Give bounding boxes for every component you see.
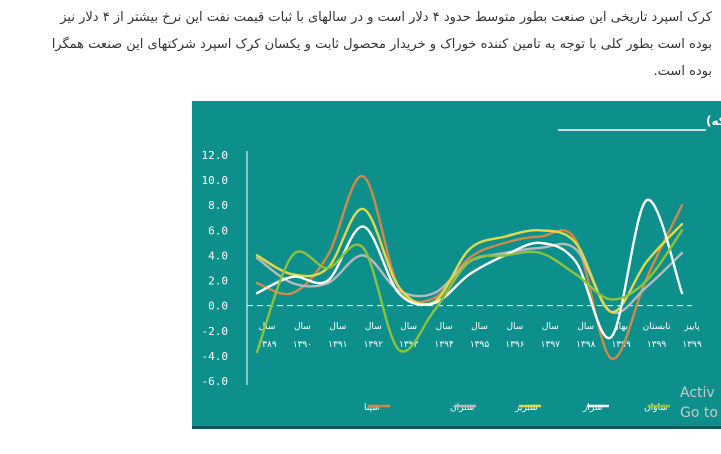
chart-card: کرک اسپرد(دلار بر بشکه) 12.0 10.0 8.0 6.0 4.0… [192,101,721,429]
legend-label: شبریز [514,403,538,413]
x-tick-label-bottom: ۱۳۹۹ [647,340,667,350]
y-tick-label: 10.0 [202,174,229,187]
y-tick-label: 8.0 [208,199,228,212]
x-tick-label-bottom: ۱۳۸۹ [257,340,277,350]
y-tick-label: 2.0 [208,275,228,288]
y-tick-label: 12.0 [202,149,229,162]
x-tick-label-top: سال [365,322,382,332]
x-tick-label-bottom: ۱۳۹۳ [399,340,419,350]
watermark-line: Go to [680,405,718,421]
x-tick-label-top: سال [436,322,453,332]
x-tick-label-bottom: ۱۳۹۹ [682,340,702,350]
series-line [255,229,684,354]
x-tick-label-bottom: ۱۳۹۷ [541,340,561,350]
x-tick-label-top: سال [507,322,524,332]
x-tick-label-top: تابستان [643,322,671,332]
y-tick-label: -6.0 [202,375,229,388]
chart-title: کرک اسپرد(دلار بر بشکه) [706,114,721,128]
article-line: کرک اسپرد تاریخی این صنعت بطور متوسط حدو… [60,10,712,25]
x-tick-label-top: سال [329,322,346,332]
x-tick-label-top: پاییز [683,322,700,332]
article-line: بوده است بطور کلی با توجه به تامین کننده… [51,37,712,52]
x-tick-label-top: سال [400,322,417,332]
x-tick-label-bottom: ۱۳۹۴ [434,340,454,350]
x-tick-label-bottom: ۱۳۹۰ [293,340,312,350]
chart-svg: کرک اسپرد(دلار بر بشکه) 12.0 10.0 8.0 6.0 4.0… [202,114,721,413]
legend-label: شتران [450,403,474,413]
x-tick-label-bottom: ۱۳۹۹ [611,340,631,350]
y-tick-label: 0.0 [208,300,228,313]
watermark-line: Activ [680,385,715,401]
x-tick-label-top: بهار [613,322,628,332]
legend-label: شاوان [644,403,668,413]
x-tick-label-bottom: ۱۳۹۸ [576,340,596,350]
x-tick-label-bottom: ۱۳۹۵ [470,340,490,350]
article-line: بوده است. [653,64,712,79]
x-tick-label-bottom: ۱۳۹۶ [505,340,525,350]
y-tick-label: -2.0 [202,325,229,338]
series-line [255,198,684,340]
legend-label: شپنا [364,403,380,413]
x-tick-label-bottom: ۱۳۹۱ [328,340,347,350]
x-tick-label-bottom: ۱۳۹۲ [364,340,384,350]
y-tick-label: 6.0 [208,224,228,237]
series-line [255,175,684,360]
series-line [255,242,684,315]
y-tick-label: 4.0 [208,249,228,262]
x-tick-label-top: سال [577,322,594,332]
y-tick-label: -4.0 [202,350,229,363]
article-text: کرک اسپرد تاریخی این صنعت بطور متوسط حدو… [8,4,712,85]
x-tick-label-top: سال [542,322,559,332]
activation-watermark: Activ Go to [680,383,718,423]
x-tick-label-top: سال [294,322,311,332]
x-tick-label-top: سال [471,322,488,332]
legend-label: شراز [582,403,602,413]
x-tick-label-top: سال [259,322,276,332]
